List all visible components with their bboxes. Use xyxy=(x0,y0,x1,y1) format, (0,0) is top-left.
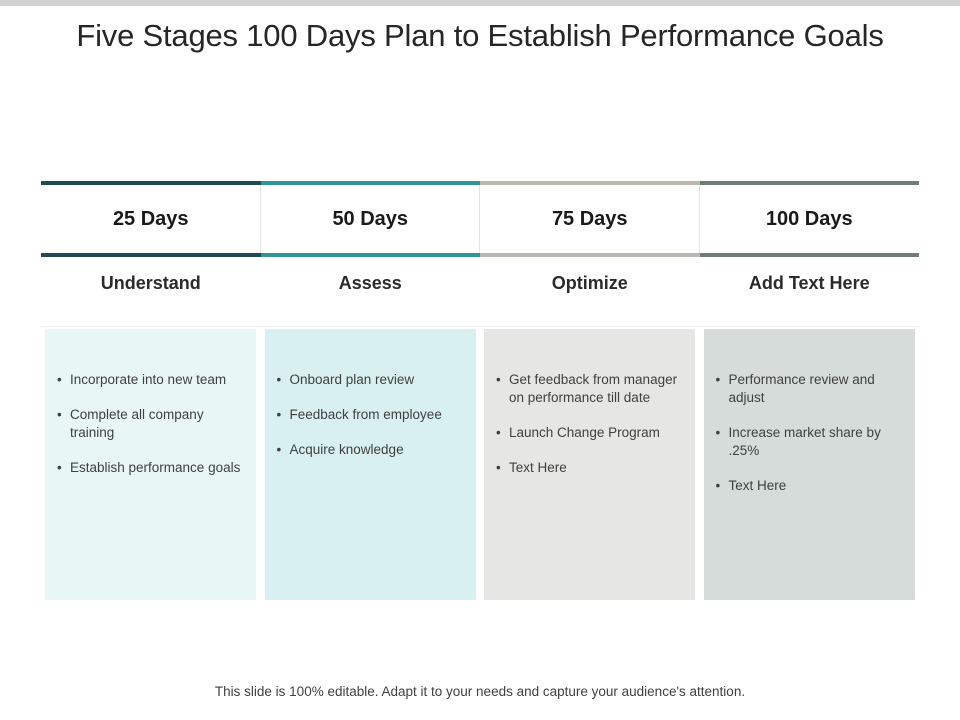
bullet-item: Text Here xyxy=(496,459,685,477)
bullet-item: Complete all company training xyxy=(57,406,246,442)
bullet-list: Incorporate into new team Complete all c… xyxy=(57,371,246,477)
stage-column-2: 50 Days Assess Onboard plan review Feedb… xyxy=(260,181,480,601)
stage-panel: Get feedback from manager on performance… xyxy=(484,329,695,600)
bullet-item: Get feedback from manager on performance… xyxy=(496,371,685,407)
stage-bar-bottom xyxy=(699,253,919,257)
stage-name: Assess xyxy=(338,273,402,293)
stage-bar-top xyxy=(41,181,261,185)
stage-name: Understand xyxy=(100,273,201,293)
column-divider xyxy=(698,185,700,253)
top-band xyxy=(0,0,960,6)
stages-board: 25 Days Understand Incorporate into new … xyxy=(41,181,919,601)
stage-rule xyxy=(41,326,261,327)
column-divider xyxy=(259,185,261,253)
bullet-item: Establish performance goals xyxy=(57,459,246,477)
stage-rule xyxy=(260,326,480,327)
stage-bar-top xyxy=(260,181,480,185)
stage-bar-bottom xyxy=(480,253,700,257)
stage-days: 25 Days xyxy=(112,207,189,230)
column-divider xyxy=(479,185,480,253)
bullet-item: Launch Change Program xyxy=(496,424,685,442)
stage-bar-top xyxy=(699,181,919,185)
stage-panel: Onboard plan review Feedback from employ… xyxy=(264,329,476,600)
stage-bar-bottom xyxy=(41,253,261,257)
bullet-item: Performance review and adjust xyxy=(716,371,905,407)
stage-bar-top xyxy=(480,181,700,185)
stage-days: 50 Days xyxy=(332,207,409,230)
slide-footer: This slide is 100% editable. Adapt it to… xyxy=(214,684,746,699)
stage-rule xyxy=(699,326,919,327)
stage-rule xyxy=(480,326,700,327)
bullet-item: Feedback from employee xyxy=(277,406,466,424)
bullet-item: Acquire knowledge xyxy=(277,441,466,459)
bullet-list: Performance review and adjust Increase m… xyxy=(716,371,905,495)
stage-name: Add Text Here xyxy=(748,273,870,293)
stage-days: 100 Days xyxy=(765,207,853,230)
slide-title: Five Stages 100 Days Plan to Establish P… xyxy=(76,18,884,53)
stage-bar-bottom xyxy=(260,253,480,257)
stage-panel: Performance review and adjust Increase m… xyxy=(703,329,915,600)
stage-name: Optimize xyxy=(551,273,628,293)
bullet-list: Get feedback from manager on performance… xyxy=(496,371,685,477)
stage-panel: Incorporate into new team Complete all c… xyxy=(45,329,256,600)
bullet-item: Onboard plan review xyxy=(277,371,466,389)
stage-column-4: 100 Days Add Text Here Performance revie… xyxy=(699,181,919,601)
bullet-list: Onboard plan review Feedback from employ… xyxy=(277,371,466,459)
stage-column-1: 25 Days Understand Incorporate into new … xyxy=(41,181,261,601)
bullet-item: Text Here xyxy=(716,477,905,495)
stage-days: 75 Days xyxy=(551,207,628,230)
bullet-item: Incorporate into new team xyxy=(57,371,246,389)
bullet-item: Increase market share by .25% xyxy=(716,424,905,460)
stage-column-3: 75 Days Optimize Get feedback from manag… xyxy=(480,181,700,601)
